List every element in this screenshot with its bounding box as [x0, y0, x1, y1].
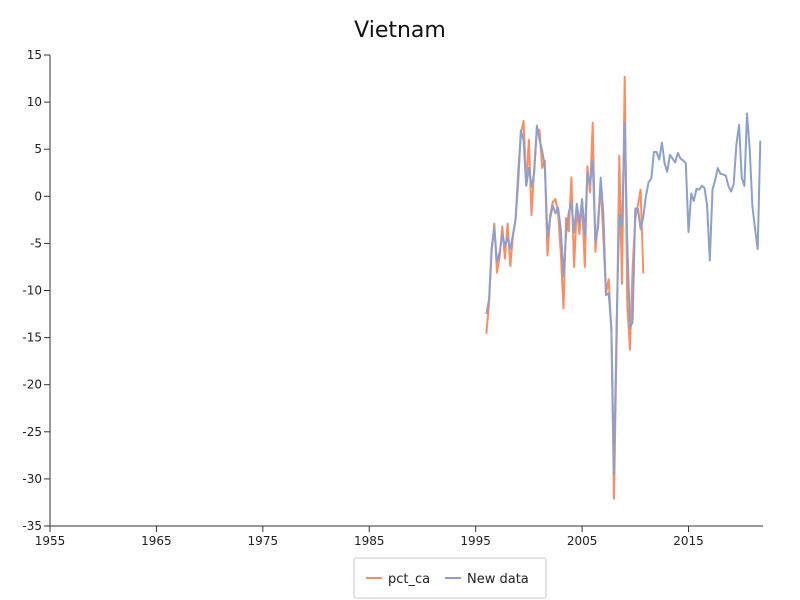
y-tick-label: -20 [22, 378, 42, 392]
y-tick-label: -25 [22, 425, 42, 439]
y-tick-label: 5 [34, 142, 42, 156]
x-tick-label: 1985 [354, 534, 385, 548]
y-tick-label: -30 [22, 472, 42, 486]
legend-label-0: pct_ca [388, 572, 430, 587]
x-tick-label: 1975 [248, 534, 279, 548]
x-tick-label: 2005 [567, 534, 598, 548]
y-tick-label: -5 [30, 236, 42, 250]
series-line-1 [485, 112, 762, 476]
x-tick-label: 1965 [141, 534, 172, 548]
y-tick-label: 0 [34, 189, 42, 203]
y-tick-label: 10 [27, 95, 42, 109]
legend-label-1: New data [467, 572, 529, 587]
x-tick-label: 1955 [35, 534, 66, 548]
legend: pct_ca New data [353, 557, 547, 599]
series-line-0 [485, 75, 645, 500]
x-tick-label: 2015 [673, 534, 704, 548]
y-tick-label: -10 [22, 284, 42, 298]
chart-title: Vietnam [354, 18, 446, 43]
y-tick-label: -15 [22, 331, 42, 345]
x-tick-label: 1995 [460, 534, 491, 548]
y-tick-label: -35 [22, 519, 42, 533]
x-axis-ticks: 1955 1965 1975 1985 1995 2005 2015 [35, 526, 704, 548]
y-axis-ticks: 15 10 5 0 -5 -10 -15 -20 -25 -30 -35 [22, 48, 50, 533]
plot-area [485, 75, 762, 500]
y-tick-label: 15 [27, 48, 42, 62]
